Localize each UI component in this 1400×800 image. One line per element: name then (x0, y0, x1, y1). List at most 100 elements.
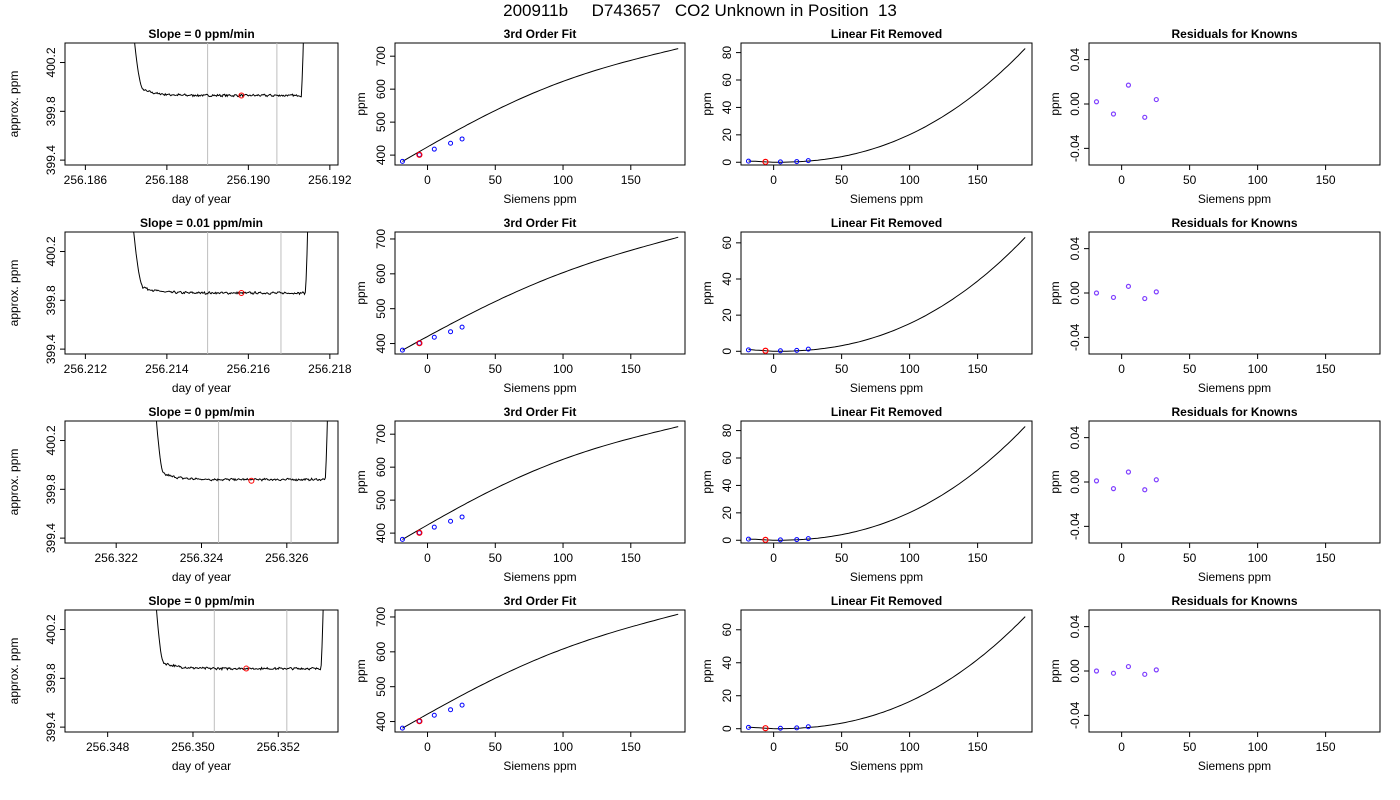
known-point (805, 724, 811, 730)
panel-3: Linear Fit Removed 0 50 100 150 0 20 40 60 80 Siem… (700, 27, 1033, 206)
x-tick-label: 0 (770, 740, 777, 754)
residual-point (1153, 289, 1159, 295)
y-tick-label: 60 (720, 73, 734, 87)
panel-1: Slope = 0 ppm/min 256.186 256.188 256.190 25… (7, 27, 352, 206)
y-tick-label: 40 (720, 100, 734, 114)
residual-point (1093, 668, 1100, 674)
panel-title: Residuals for Knowns (1171, 216, 1297, 230)
x-tick-label: 256.216 (227, 362, 271, 376)
x-tick-label: 256.186 (64, 173, 108, 187)
x-tick-label: 100 (900, 362, 920, 376)
panel-title: Slope = 0.01 ppm/min (140, 216, 263, 230)
panel-title: Residuals for Knowns (1171, 594, 1297, 608)
plot-area (155, 610, 324, 732)
concentration-trace (155, 421, 328, 482)
panel-12: Residuals for Knowns 0 50 100 150 -0.04 0.00 0.… (1048, 405, 1381, 584)
residual-point (1093, 478, 1100, 484)
panel-16: Residuals for Knowns 0 50 100 150 -0.04 0.00 0.… (1048, 594, 1381, 773)
y-tick-label: 0.04 (1068, 426, 1082, 450)
y-tick-label: 600 (374, 641, 388, 661)
y-tick-label: 399.4 (44, 523, 58, 553)
known-point (745, 158, 751, 164)
known-point (448, 707, 454, 713)
panel-title: Slope = 0 ppm/min (148, 27, 254, 41)
unknown-point (416, 340, 423, 347)
known-point (448, 329, 454, 335)
panel-title: Residuals for Knowns (1171, 405, 1297, 419)
unknown-point (416, 529, 423, 536)
x-tick-label: 100 (1248, 740, 1268, 754)
plot-frame (1088, 420, 1381, 544)
known-point (745, 536, 751, 542)
y-tick-label: 0.04 (1068, 615, 1082, 639)
plot-frame (1088, 231, 1381, 355)
x-tick-label: 150 (1316, 551, 1336, 565)
panel-15: Linear Fit Removed 0 50 100 150 0 20 40 60 Siemen… (700, 594, 1033, 773)
y-tick-label: 40 (720, 272, 734, 286)
residual-point (1110, 294, 1117, 301)
y-tick-label: 60 (720, 623, 734, 637)
x-tick-label: 256.324 (180, 551, 224, 565)
x-tick-label: 256.326 (265, 551, 309, 565)
plot-area (745, 426, 1026, 543)
x-tick-label: 150 (621, 740, 641, 754)
known-point (777, 348, 783, 354)
known-point (431, 334, 437, 340)
y-axis-label: approx. ppm (7, 449, 21, 516)
x-tick-label: 100 (900, 740, 920, 754)
plot-frame (394, 420, 686, 544)
y-tick-label: 0.00 (1068, 281, 1082, 305)
y-tick-label: 0 (720, 159, 734, 166)
x-tick-label: 50 (835, 740, 849, 754)
x-tick-label: 100 (553, 362, 573, 376)
x-tick-label: 256.322 (94, 551, 138, 565)
known-point (777, 537, 783, 543)
y-tick-label: 0.04 (1068, 48, 1082, 72)
known-point (805, 536, 811, 542)
known-point (794, 159, 800, 165)
panel-2: 3rd Order Fit 0 50 100 150 400 500 600 700 Siemen… (354, 27, 686, 206)
residual-point (1142, 671, 1148, 677)
x-tick-label: 50 (835, 362, 849, 376)
panel-title: Linear Fit Removed (831, 405, 942, 419)
x-tick-label: 50 (1183, 740, 1197, 754)
y-tick-label: 399.8 (44, 474, 58, 504)
panel-title: Residuals for Knowns (1171, 27, 1297, 41)
concentration-trace (133, 232, 309, 296)
x-tick-label: 150 (1316, 740, 1336, 754)
residual-curve (748, 426, 1026, 541)
residual-point (1110, 111, 1117, 117)
residual-point (1153, 96, 1159, 103)
y-axis-label: ppm (1048, 470, 1062, 493)
panel-title: Linear Fit Removed (831, 594, 942, 608)
y-axis-label: ppm (700, 659, 714, 682)
x-tick-label: 150 (968, 740, 988, 754)
y-tick-label: 400.2 (44, 47, 58, 77)
y-tick-label: 20 (720, 128, 734, 142)
y-tick-label: 0.00 (1068, 470, 1082, 494)
panel-title: 3rd Order Fit (504, 27, 577, 41)
y-tick-label: -0.04 (1068, 323, 1082, 351)
residual-point (1125, 283, 1132, 289)
known-point (794, 725, 800, 731)
y-tick-label: 400 (374, 711, 388, 731)
y-tick-label: 399.8 (44, 285, 58, 315)
plot-frame (64, 609, 339, 733)
x-tick-label: 150 (1316, 173, 1336, 187)
known-point (399, 158, 405, 164)
plot-area (399, 426, 679, 542)
plot-frame (740, 420, 1033, 544)
x-tick-label: 150 (968, 551, 988, 565)
plot-area (1093, 469, 1159, 493)
residual-point (1125, 469, 1132, 475)
y-tick-label: 60 (720, 236, 734, 250)
y-tick-label: 80 (720, 46, 734, 60)
residual-point (1142, 295, 1148, 302)
x-axis-label: Siemens ppm (503, 192, 576, 206)
x-tick-label: 50 (1183, 173, 1197, 187)
known-point (431, 712, 437, 718)
x-tick-label: 50 (1183, 551, 1197, 565)
x-tick-label: 0 (1118, 362, 1125, 376)
y-tick-label: 0 (720, 725, 734, 732)
